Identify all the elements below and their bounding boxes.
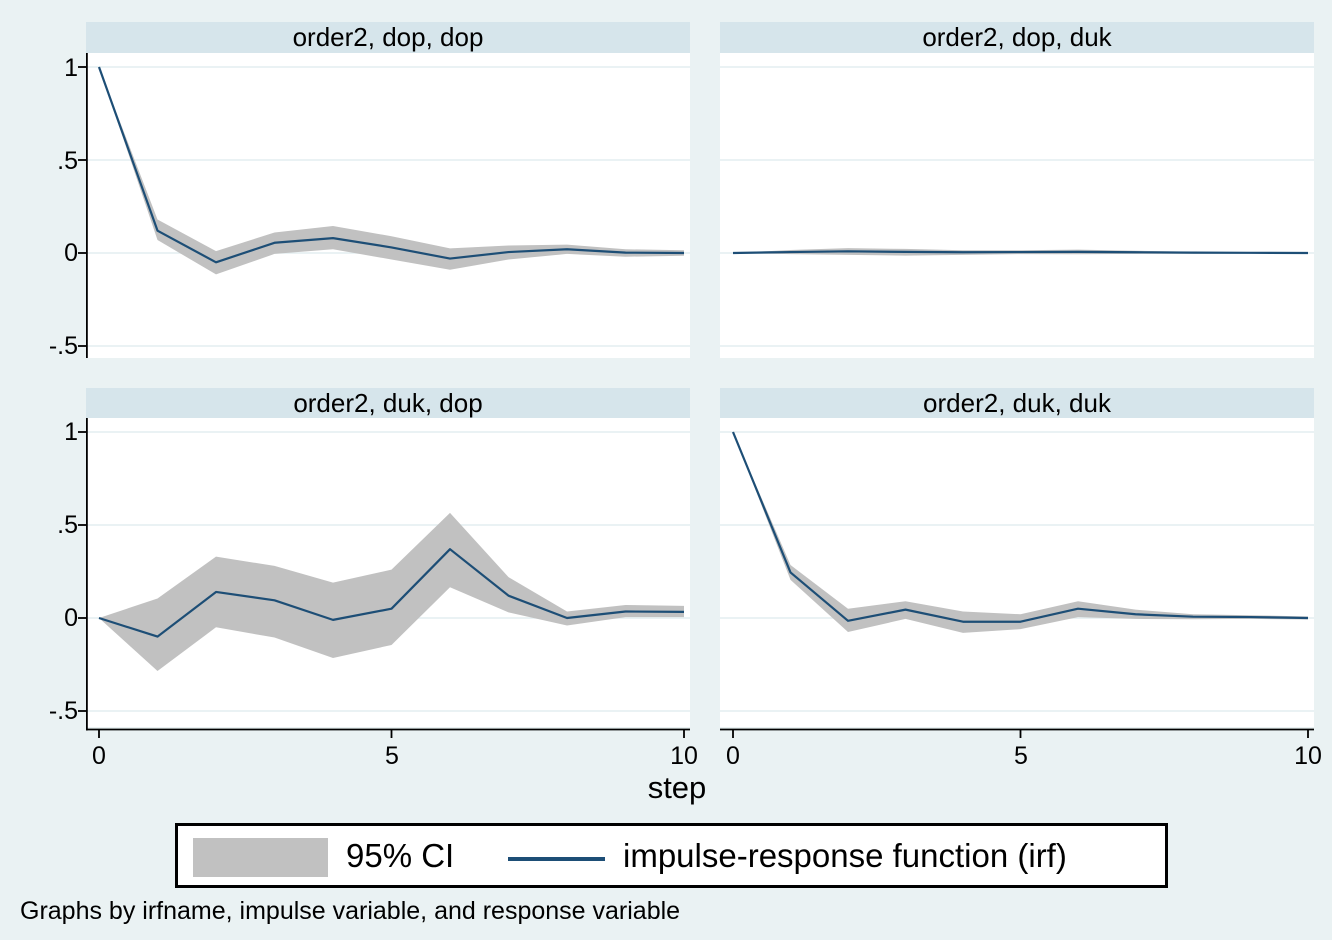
x-tick-label: 0 — [726, 742, 740, 770]
x-tick-label: 5 — [385, 742, 399, 770]
ci-band-swatch — [193, 838, 328, 877]
y-tick-label: 1 — [64, 54, 78, 82]
x-tick-label: 5 — [1014, 742, 1028, 770]
x-tick-label: 0 — [92, 742, 106, 770]
x-tick-label: 10 — [1294, 742, 1322, 770]
panel-title-duk-dop: order2, duk, dop — [86, 388, 690, 418]
legend: 95% CI impulse-response function (irf) — [175, 823, 1168, 888]
y-tick-label: 0 — [64, 239, 78, 267]
y-tick-label: .5 — [57, 147, 78, 175]
y-tick-label: -.5 — [48, 332, 78, 360]
panel-title-dop-duk: order2, dop, duk — [720, 22, 1314, 53]
legend-label-irf: impulse-response function (irf) — [623, 837, 1067, 874]
y-tick-label: 0 — [64, 604, 78, 632]
panel-plot-dop-dop — [78, 53, 690, 358]
figure-note: Graphs by irfname, impulse variable, and… — [20, 897, 681, 925]
panel-plot-dop-duk — [720, 53, 1314, 358]
irf-line-swatch — [508, 857, 605, 861]
legend-label-ci: 95% CI — [346, 837, 455, 874]
panel-plot-duk-duk — [720, 418, 1314, 738]
x-axis-title: step — [647, 770, 707, 805]
panel-plot-duk-dop — [78, 418, 690, 738]
panel-title-duk-duk: order2, duk, duk — [720, 388, 1314, 418]
panel-title-dop-dop: order2, dop, dop — [86, 22, 690, 53]
x-tick-label: 10 — [670, 742, 698, 770]
y-tick-label: -.5 — [48, 697, 78, 725]
y-tick-label: 1 — [64, 418, 78, 446]
y-tick-label: .5 — [57, 511, 78, 539]
